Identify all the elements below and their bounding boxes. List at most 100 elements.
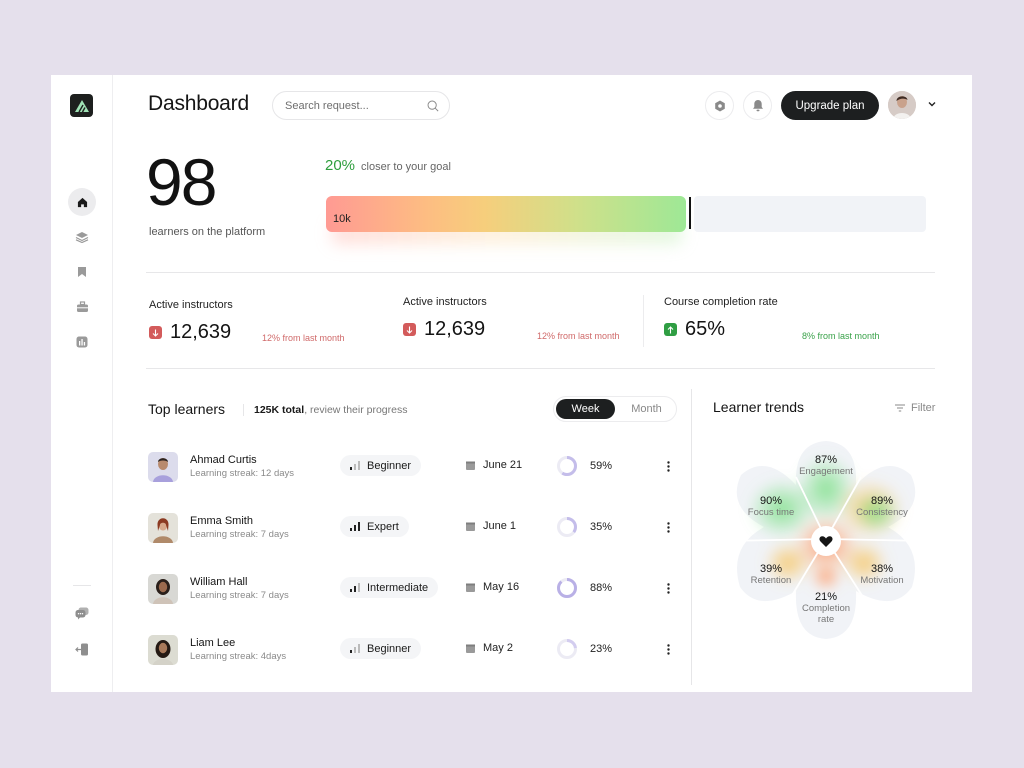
learner-avatar: [148, 574, 178, 604]
more-options-icon[interactable]: [663, 458, 673, 474]
sidebar: [51, 75, 113, 692]
segment-consistency: 89% Consistency: [856, 495, 908, 518]
stat-title: Active instructors: [149, 299, 233, 311]
tab-week[interactable]: Week: [556, 399, 615, 419]
notifications-button[interactable]: [743, 91, 772, 120]
level-bars-icon: [350, 461, 360, 470]
sidebar-item-courses[interactable]: [68, 223, 96, 251]
stat-delta: 12% from last month: [537, 331, 620, 341]
top-learners-subtitle: 125K total, review their progress: [243, 404, 407, 416]
main-content: Dashboard Upgrade plan 98 learners on th…: [113, 75, 972, 692]
stat-value: 12,639: [424, 318, 486, 340]
settings-button[interactable]: [705, 91, 734, 120]
filter-icon: [895, 404, 905, 412]
goal-bar-label: 10k: [333, 213, 351, 225]
goal-caption: closer to your goal: [361, 161, 451, 173]
learner-row[interactable]: Liam Lee Learning streak: 4days Beginner…: [148, 635, 678, 667]
filter-button[interactable]: Filter: [895, 402, 935, 414]
progress-indicator: 23%: [556, 638, 612, 660]
period-toggle: Week Month: [553, 396, 677, 422]
progress-indicator: 88%: [556, 577, 612, 599]
more-options-icon[interactable]: [663, 519, 673, 535]
level-label: Expert: [367, 520, 399, 533]
home-icon: [77, 197, 87, 207]
segment-motivation: 38% Motivation: [860, 563, 904, 586]
goal-marker: [689, 197, 691, 229]
learner-row[interactable]: William Hall Learning streak: 7 days Int…: [148, 574, 678, 606]
user-avatar[interactable]: [888, 91, 916, 119]
goal-bar-fill: [326, 196, 686, 232]
settings-hex-icon: [714, 100, 725, 111]
sidebar-item-analytics[interactable]: [68, 328, 96, 356]
level-bars-icon: [350, 522, 360, 531]
sidebar-item-logout[interactable]: [68, 635, 96, 663]
sidebar-item-home[interactable]: [68, 188, 96, 216]
level-badge: Beginner: [340, 455, 422, 476]
goal-percent: 20%: [325, 157, 356, 174]
level-label: Beginner: [367, 459, 412, 472]
divider: [146, 368, 935, 369]
level-badge: Beginner: [340, 638, 422, 659]
learner-row[interactable]: Emma Smith Learning streak: 7 days Exper…: [148, 513, 678, 545]
goal-bar-remaining: [694, 196, 926, 232]
progress-value: 59%: [590, 460, 613, 472]
date-label: June 1: [483, 520, 517, 532]
learner-date: June 1: [466, 520, 516, 532]
calendar-icon: [466, 522, 475, 531]
learner-trends-chart: 87% Engagement 89% Consistency 38% Motivati…: [725, 437, 927, 641]
date-label: June 21: [483, 459, 523, 471]
level-label: Beginner: [367, 642, 412, 655]
learner-streak: Learning streak: 7 days: [190, 529, 289, 540]
search-input[interactable]: [285, 99, 427, 112]
stat-title: Active instructors: [403, 296, 487, 308]
chevron-down-icon[interactable]: [925, 97, 939, 111]
learner-avatar: [148, 452, 178, 482]
progress-ring-icon: [557, 639, 577, 659]
panel-divider: [691, 389, 692, 685]
upgrade-plan-button[interactable]: Upgrade plan: [781, 91, 879, 120]
sidebar-divider: [73, 585, 91, 586]
level-bars-icon: [350, 583, 360, 592]
sidebar-item-messages[interactable]: [68, 599, 96, 627]
calendar-icon: [466, 644, 475, 653]
more-options-icon[interactable]: [663, 580, 673, 596]
logout-icon: [75, 643, 88, 655]
layers-icon: [75, 232, 89, 243]
app-logo[interactable]: [70, 94, 93, 117]
top-learners-title: Top learners: [148, 401, 226, 417]
user-avatar-image: [888, 91, 916, 119]
bookmark-icon: [78, 267, 86, 277]
learners-count: 98: [146, 145, 217, 219]
heart-icon: [819, 536, 833, 547]
stat-card: Course completion rate 65% 8% from last …: [664, 296, 914, 341]
search-icon[interactable]: [427, 99, 439, 113]
learner-streak: Learning streak: 7 days: [190, 590, 289, 601]
learner-avatar: [148, 513, 178, 543]
search-box[interactable]: [272, 91, 450, 120]
tab-month[interactable]: Month: [631, 403, 662, 415]
learner-name: William Hall: [190, 576, 248, 588]
filter-label: Filter: [911, 402, 936, 414]
stat-divider: [643, 295, 644, 347]
date-label: May 2: [483, 642, 513, 654]
segment-completion-rate: 21% Completion rate: [801, 591, 851, 625]
learner-row[interactable]: Ahmad Curtis Learning streak: 12 days Be…: [148, 452, 678, 484]
sidebar-item-jobs[interactable]: [68, 293, 96, 321]
stat-value: 12,639: [170, 321, 232, 343]
goal-progress-text: 20% closer to your goal: [325, 157, 451, 174]
progress-indicator: 35%: [556, 516, 612, 538]
learner-name: Emma Smith: [190, 515, 253, 527]
learner-date: May 2: [466, 642, 513, 654]
more-options-icon[interactable]: [663, 641, 673, 657]
progress-value: 35%: [590, 521, 613, 533]
progress-ring-icon: [557, 456, 577, 476]
learners-label: learners on the platform: [149, 226, 266, 238]
chat-icon: [75, 607, 89, 619]
sidebar-item-bookmarks[interactable]: [68, 258, 96, 286]
calendar-icon: [466, 461, 475, 470]
learner-name: Ahmad Curtis: [190, 454, 257, 466]
stat-value: 65%: [685, 318, 726, 340]
subtitle-text: , review their progress: [304, 404, 408, 416]
level-badge: Intermediate: [340, 577, 439, 598]
bell-icon: [752, 100, 763, 112]
